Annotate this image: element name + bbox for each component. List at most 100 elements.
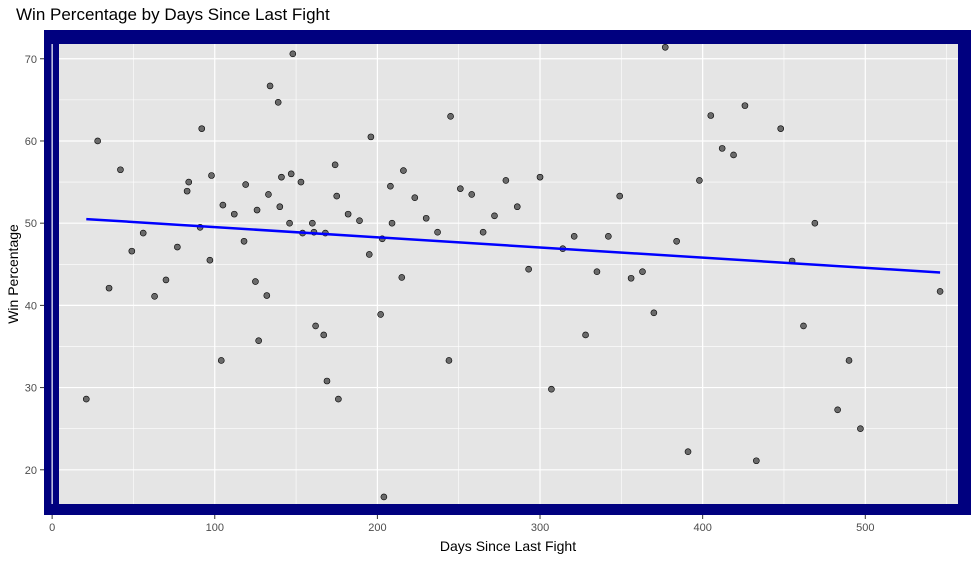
data-point: [344, 210, 352, 218]
data-point: [117, 166, 124, 174]
data-point: [365, 251, 373, 258]
data-point: [513, 203, 521, 211]
data-point: [525, 265, 532, 273]
data-point: [206, 256, 214, 264]
major-gridlines: [51, 44, 958, 504]
data-point: [335, 395, 342, 403]
data-point: [845, 357, 853, 364]
data-point: [174, 243, 181, 251]
data-point: [639, 268, 646, 275]
data-point: [162, 276, 170, 284]
data-point: [263, 292, 271, 299]
data-point: [240, 237, 248, 245]
axis-ticks: [40, 58, 866, 519]
data-point: [536, 173, 544, 181]
data-point: [266, 82, 274, 90]
data-point: [730, 151, 737, 159]
data-point: [367, 133, 375, 141]
data-point: [684, 448, 692, 456]
data-point: [447, 113, 454, 120]
data-point: [479, 228, 487, 236]
x-tick-label: 400: [693, 522, 711, 534]
data-point: [650, 309, 658, 317]
data-point: [548, 385, 555, 393]
x-tick-label: 500: [856, 522, 874, 534]
y-axis-title: Win Percentage: [5, 224, 21, 324]
data-point: [400, 167, 407, 174]
data-point: [616, 192, 624, 200]
x-tick-label: 100: [206, 522, 224, 534]
data-point: [696, 177, 703, 184]
data-point: [105, 284, 113, 292]
data-point: [139, 229, 147, 237]
data-point: [253, 206, 261, 214]
data-point: [777, 125, 785, 132]
data-point: [411, 194, 419, 201]
data-point: [380, 493, 388, 501]
y-tick-label: 70: [25, 54, 37, 66]
data-point: [255, 337, 262, 345]
data-point: [94, 137, 101, 145]
data-point: [217, 357, 225, 364]
data-point: [230, 210, 238, 218]
data-point: [718, 145, 726, 152]
data-point: [811, 219, 819, 227]
data-point: [333, 192, 341, 200]
x-axis-tick-labels: 0 100 200 300 400 500: [49, 522, 874, 534]
data-point: [356, 217, 363, 225]
x-tick-label: 200: [368, 522, 386, 534]
data-point: [434, 228, 441, 236]
data-point: [276, 203, 284, 211]
x-axis-title: Days Since Last Fight: [440, 538, 576, 554]
data-point: [422, 214, 430, 222]
y-tick-label: 40: [25, 300, 37, 312]
data-point: [570, 233, 578, 240]
data-point: [834, 406, 841, 414]
trend-line: [86, 217, 941, 274]
data-point: [198, 125, 206, 132]
data-point: [502, 177, 510, 184]
data-point: [289, 50, 297, 58]
data-point: [309, 219, 316, 227]
chart-title: Win Percentage by Days Since Last Fight: [16, 5, 330, 24]
data-point: [183, 187, 191, 195]
data-point: [274, 99, 282, 106]
data-point: [582, 331, 589, 339]
data-point: [320, 331, 328, 339]
data-point: [445, 357, 453, 364]
data-point: [707, 112, 715, 119]
data-point: [286, 219, 293, 227]
data-point: [387, 182, 394, 190]
data-point: [323, 377, 331, 385]
data-point: [753, 457, 760, 465]
data-point: [491, 212, 498, 220]
x-tick-label: 300: [531, 522, 549, 534]
data-point: [312, 322, 319, 330]
data-point: [278, 173, 285, 181]
data-point: [82, 395, 90, 403]
data-point: [331, 161, 339, 169]
data-point: [297, 178, 305, 186]
data-point: [208, 172, 215, 179]
y-tick-label: 60: [25, 136, 37, 148]
data-point: [151, 293, 158, 300]
x-tick-label: 0: [49, 522, 55, 534]
data-point: [661, 43, 669, 51]
data-point: [741, 102, 749, 109]
y-tick-label: 30: [25, 383, 37, 395]
data-point: [605, 233, 612, 240]
data-point: [800, 322, 807, 330]
data-point: [593, 268, 601, 275]
data-point: [857, 425, 864, 432]
data-point: [457, 185, 464, 192]
data-point: [252, 278, 259, 285]
data-point: [388, 219, 396, 227]
data-point: [398, 274, 406, 281]
data-point: [468, 191, 476, 198]
y-axis-tick-labels: 20 30 40 50 60 70: [25, 54, 37, 477]
y-tick-label: 20: [25, 465, 37, 477]
data-point: [627, 274, 635, 282]
data-point: [673, 237, 680, 245]
data-point: [936, 288, 944, 295]
